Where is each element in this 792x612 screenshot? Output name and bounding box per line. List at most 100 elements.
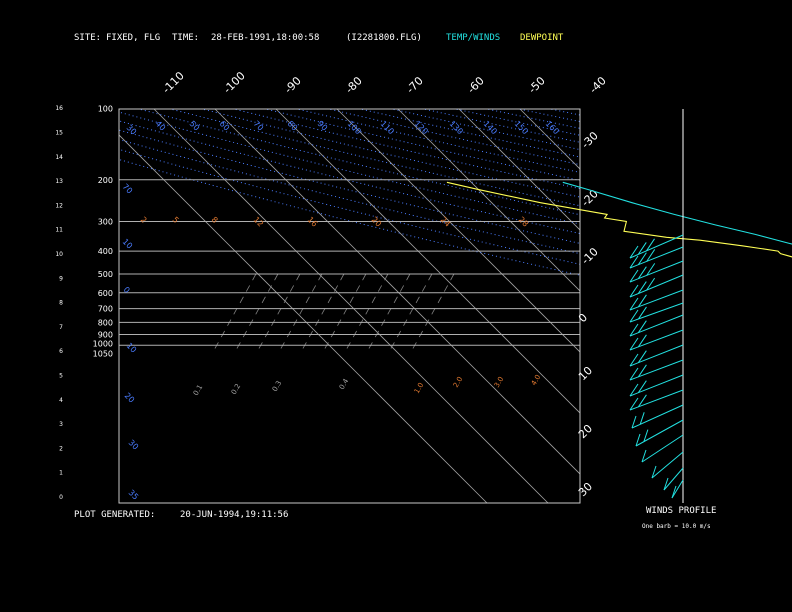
wind-barb-flag (638, 334, 647, 348)
wind-barb-flag (629, 269, 639, 283)
height-tick-label: 0 (59, 494, 63, 501)
wind-barb-flag (629, 337, 639, 351)
mixing-ratio-label: 5 (171, 215, 181, 225)
wind-barb-flag (629, 397, 639, 411)
moist-adiabat-label: 2.0 (452, 375, 464, 389)
isotherm-top-label: -80 (343, 74, 365, 96)
wind-barb-flag (638, 306, 647, 320)
moist-adiabat-label: 4.0 (530, 373, 542, 387)
moist-adiabat (213, 273, 257, 351)
wind-barb-flag (663, 477, 669, 491)
wind-barb-staff (629, 246, 684, 269)
wind-barb-flag (638, 394, 647, 408)
moist-adiabat-label: 0.1 (192, 383, 204, 397)
dry-adiabat-label: 0 (122, 285, 132, 295)
wind-barb-flag (646, 263, 656, 276)
wind-barb-staff (671, 479, 684, 499)
pressure-tick-label: 100 (98, 105, 113, 114)
moist-adiabat (279, 273, 323, 351)
moist-adiabat (235, 273, 279, 351)
wind-barb-staff (629, 302, 684, 323)
wind-barb-flag (629, 323, 639, 337)
dry-adiabat (231, 109, 580, 190)
pressure-tick-label: 900 (98, 330, 113, 339)
dry-adiabat (294, 109, 580, 173)
isotherm-right-label: -10 (579, 245, 601, 267)
isotherm-right-label: 20 (576, 422, 595, 441)
wind-barb-staff (663, 467, 684, 491)
mixing-ratio-label: 28 (517, 215, 531, 229)
dry-adiabat-label: 160 (544, 119, 561, 136)
dry-adiabat-label: 50 (188, 119, 202, 133)
isotherm-line (336, 109, 580, 353)
mixing-ratio-label: 8 (210, 215, 220, 225)
wind-barb-staff (635, 419, 684, 447)
height-tick-label: 4 (59, 397, 63, 404)
moist-adiabat (323, 273, 367, 351)
dry-adiabat-label: 130 (448, 119, 465, 136)
height-tick-label: 3 (59, 421, 63, 428)
wind-barb-flag (635, 433, 641, 447)
dry-adiabat-label: 30 (127, 438, 141, 452)
height-tick-label: 1 (59, 470, 63, 477)
time-label: TIME: (172, 33, 200, 43)
pressure-tick-label: 700 (98, 305, 113, 314)
isotherm-line (703, 109, 792, 503)
plot-generated-value: 20-JUN-1994,19:11:56 (180, 510, 289, 520)
dry-adiabat (611, 109, 792, 351)
wind-barb-flag (671, 485, 677, 499)
isotherm-line (764, 109, 792, 503)
isotherm-line (458, 109, 580, 231)
wind-barb-flag (643, 429, 649, 442)
height-tick-label: 11 (55, 227, 63, 234)
dry-adiabat-label: 70 (252, 119, 266, 133)
wind-barb-flag (637, 320, 647, 333)
dry-adiabat-label: 20 (123, 391, 137, 405)
height-tick-label: 13 (55, 178, 63, 185)
pressure-tick-label: 600 (98, 289, 113, 298)
pressure-tick-label: 1050 (93, 349, 113, 358)
pressure-tick-label: 1000 (93, 339, 113, 348)
site-value: FIXED, FLG (106, 33, 161, 43)
winds-profile-panel (629, 109, 684, 503)
dry-adiabat (119, 129, 580, 244)
isotherm-right-label: 30 (576, 480, 595, 499)
plot-generated-label: PLOT GENERATED: (74, 510, 156, 520)
height-tick-label: 5 (59, 373, 63, 380)
wind-barb-staff (629, 289, 684, 311)
wind-barb-flag (637, 242, 647, 255)
winds-profile-label: WINDS PROFILE (646, 506, 717, 516)
file-name: (I2281800.FLG) (346, 33, 422, 43)
isotherm-line (214, 109, 580, 475)
dry-adiabat (358, 109, 580, 158)
wind-barb-flag (637, 281, 647, 294)
isotherm-top-label: -100 (221, 69, 248, 96)
wind-barb-flag (637, 252, 647, 265)
wind-barb-flag (629, 297, 639, 311)
mixing-ratio-label: 2 (139, 215, 149, 225)
moist-adiabat (301, 273, 345, 351)
height-tick-label: 15 (55, 130, 63, 137)
dry-adiabat-label: 150 (513, 119, 530, 136)
isotherm-top-label: -60 (465, 74, 487, 96)
dry-adiabat-label: 35 (127, 488, 141, 502)
dewpoint-profile-line (446, 181, 792, 258)
height-tick-label: 6 (59, 348, 63, 355)
wind-barb-staff (629, 260, 684, 283)
isotherm-top-label: -110 (160, 69, 187, 96)
wind-barb-flag (629, 284, 639, 298)
dry-adiabat (263, 109, 580, 181)
barb-note: One barb = 10.0 m/s (642, 523, 711, 530)
plot-area (119, 109, 792, 503)
height-tick-label: 7 (59, 324, 63, 331)
height-tick-label: 12 (55, 202, 63, 209)
wind-barb-flag (639, 412, 645, 425)
isotherm-top-label: -90 (282, 74, 304, 96)
mixing-ratio-label: 16 (306, 215, 320, 229)
mixing-ratio-label: 12 (252, 215, 266, 229)
isotherm-line (397, 109, 580, 292)
dry-adiabat-label: 90 (316, 119, 330, 133)
isotherm-top-label: -70 (404, 74, 426, 96)
moist-adiabat (367, 273, 411, 351)
